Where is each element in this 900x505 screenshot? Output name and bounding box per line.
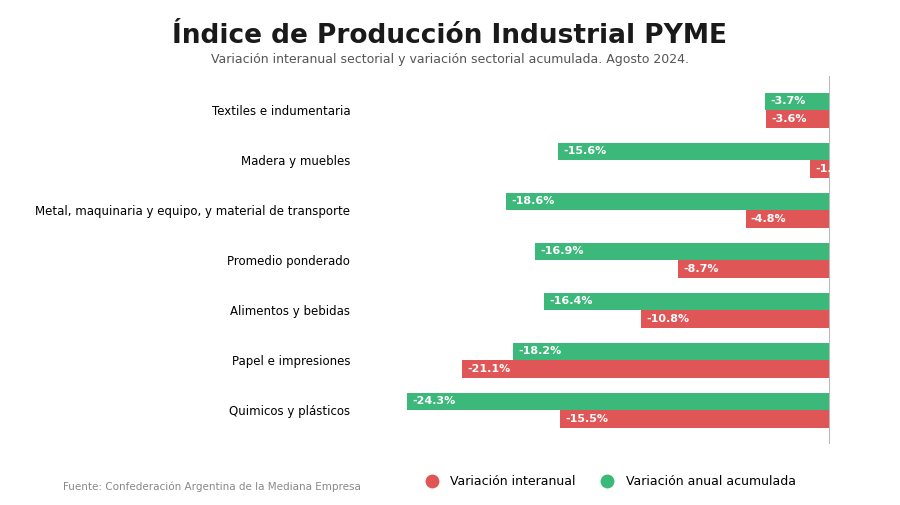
Bar xyxy=(765,92,829,110)
Text: -16.4%: -16.4% xyxy=(549,296,593,307)
Text: Fuente: Confederación Argentina de la Mediana Empresa: Fuente: Confederación Argentina de la Me… xyxy=(63,482,361,492)
Text: -15.6%: -15.6% xyxy=(563,146,607,156)
Text: -4.8%: -4.8% xyxy=(751,214,787,224)
Text: -18.2%: -18.2% xyxy=(518,346,562,357)
Bar xyxy=(506,192,829,210)
Text: -16.9%: -16.9% xyxy=(541,246,584,257)
Text: Variación interanual sectorial y variación sectorial acumulada. Agosto 2024.: Variación interanual sectorial y variaci… xyxy=(211,53,689,66)
Bar xyxy=(463,360,829,378)
Bar xyxy=(642,310,829,328)
Text: Índice de Producción Industrial PYME: Índice de Producción Industrial PYME xyxy=(173,23,727,48)
Legend: Variación interanual, Variación anual acumulada: Variación interanual, Variación anual ac… xyxy=(414,471,801,493)
Bar xyxy=(767,110,829,128)
Bar xyxy=(407,392,829,410)
Bar xyxy=(810,160,829,178)
Text: -8.7%: -8.7% xyxy=(683,264,718,274)
Bar xyxy=(536,242,829,260)
Text: -3.7%: -3.7% xyxy=(770,96,806,106)
Text: -1.1%: -1.1% xyxy=(815,164,850,174)
Bar xyxy=(558,142,829,160)
Text: -15.5%: -15.5% xyxy=(565,414,608,424)
Bar xyxy=(560,410,829,428)
Text: -10.8%: -10.8% xyxy=(646,314,689,324)
Text: -3.6%: -3.6% xyxy=(771,114,807,124)
Bar xyxy=(513,342,829,360)
Text: -24.3%: -24.3% xyxy=(412,396,455,407)
Bar xyxy=(745,210,829,228)
Text: -18.6%: -18.6% xyxy=(511,196,554,207)
Bar xyxy=(678,260,829,278)
Text: -21.1%: -21.1% xyxy=(468,364,511,374)
Bar xyxy=(544,292,829,310)
